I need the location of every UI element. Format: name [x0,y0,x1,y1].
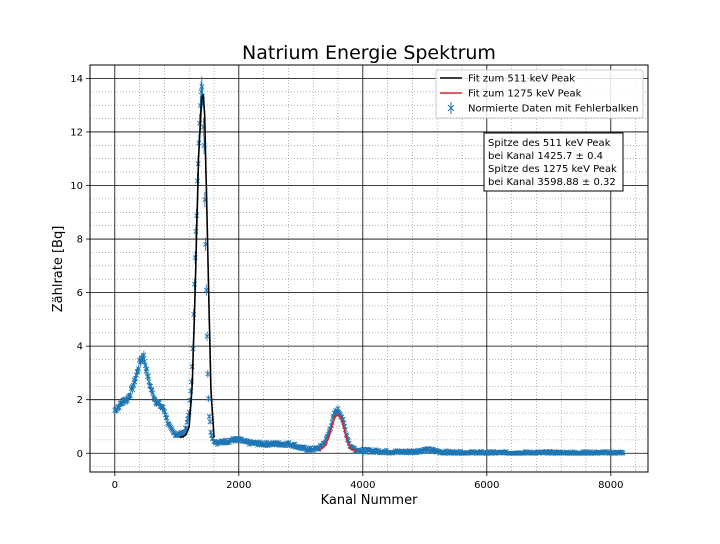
data-point [203,284,209,296]
annotation-box [483,132,624,192]
minor-grid [89,64,648,472]
data-point [205,370,211,378]
data-point [124,397,130,405]
x-tick-label: 0 [112,480,118,491]
legend-label-data: Normierte Daten mit Fehlerbalken [468,104,639,115]
chart-title: Natrium Energie Spektrum [242,42,496,64]
y-tick-label: 4 [77,342,83,353]
y-tick-label: 14 [70,74,83,85]
data-point [142,357,148,366]
data-point [145,372,151,380]
x-tick-label: 2000 [226,480,251,491]
data-point [204,331,210,341]
y-tick-label: 10 [70,181,83,192]
annotation-line-3: Spitze des 1275 keV Peak [488,164,617,175]
fit-layer [179,94,357,452]
data-point [207,419,213,425]
y-tick-label: 12 [70,127,83,138]
data-point [132,378,138,386]
data-point [150,389,156,397]
plot-frame [89,64,649,473]
legend-label-fit-511: Fit zum 511 keV Peak [468,74,575,85]
y-tick-label: 0 [77,449,83,460]
y-tick-label: 2 [77,395,83,406]
data-point [136,364,142,373]
legend-label-fit-1275: Fit zum 1275 keV Peak [468,89,582,100]
data-point [127,391,133,399]
data-point [130,386,136,394]
x-tick-label: 8000 [598,480,623,491]
x-axis-ticks: 0 2000 4000 6000 8000 [112,472,624,491]
y-tick-label: 8 [77,235,83,246]
fit-line-1275 [318,413,357,452]
annotation-line-4: bei Kanal 3598.88 ± 0.32 [488,177,616,188]
y-axis-ticks: 0 2 4 6 8 10 12 14 [70,74,90,460]
data-point [144,365,150,373]
annotation-line-2: bei Kanal 1425.7 ± 0.4 [488,151,603,162]
y-tick-label: 6 [77,288,83,299]
data-point [620,450,626,456]
x-tick-label: 6000 [474,480,499,491]
x-tick-label: 4000 [350,480,375,491]
annotation-line-1: Spitze des 511 keV Peak [488,138,611,149]
data-point [206,395,212,402]
data-point [206,413,212,420]
data-point [164,415,170,421]
data-layer [112,76,626,456]
legend: Fit zum 511 keV Peak Fit zum 1275 keV Pe… [435,69,644,119]
fit-line-511 [179,94,215,438]
y-axis-label: Zählrate [Bq] [51,226,66,313]
peak-annotation: Spitze des 511 keV Peak bei Kanal 1425.7… [483,132,624,192]
legend-box [435,69,644,119]
legend-swatch-data [447,102,455,114]
data-point [141,350,147,360]
x-axis-label: Kanal Nummer [321,493,419,508]
data-point [199,76,205,97]
